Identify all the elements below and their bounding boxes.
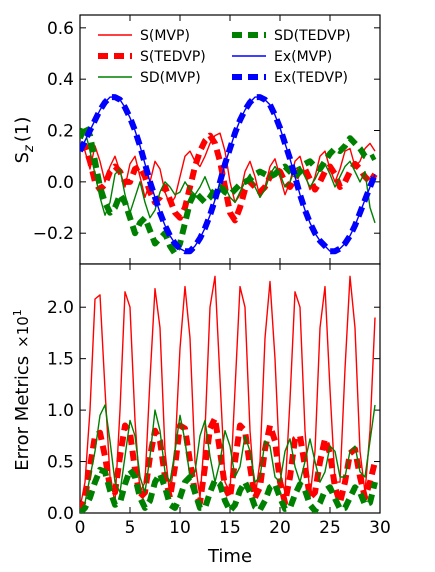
top-ylabel-sub: z — [22, 144, 37, 153]
xtick-label: 5 — [125, 518, 136, 538]
top-axes-frame — [79, 14, 381, 265]
top-ytick-label: −0.2 — [33, 224, 74, 244]
bottom-series-s-tedvp — [80, 415, 378, 512]
legend-label: SD(MVP) — [140, 70, 201, 86]
bottom-ylabel-scale-exp: 1 — [11, 309, 24, 316]
bottom-ytick-label: 2.0 — [47, 298, 74, 318]
bottom-ylabel-main: Error Metrics — [12, 356, 33, 471]
xtick-label: 10 — [169, 518, 191, 538]
bottom-ytick-label: 0.0 — [47, 504, 74, 524]
top-series-s-tedvp — [80, 132, 378, 224]
top-ylabel-main: S — [12, 152, 33, 163]
legend-label: SD(TEDVP) — [274, 28, 351, 44]
x-axis-label: Time — [207, 546, 252, 567]
xtick-label: 0 — [75, 518, 86, 538]
legend-label: Ex(MVP) — [274, 49, 332, 65]
legend-label: S(TEDVP) — [140, 49, 206, 65]
top-ylabel: Sz(1) — [12, 117, 37, 164]
top-ytick-label: 0.0 — [47, 173, 74, 193]
top-ylabel-arg: (1) — [12, 117, 33, 143]
top-series-layer — [80, 94, 378, 257]
bottom-series-sd-tedvp — [80, 466, 378, 513]
top-series-ex-tedvp — [80, 94, 378, 255]
ticks-layer: −0.2 0.0 0.2 0.4 0.6 0.0 0.5 1.0 1.5 2.0 0 5 10 15 20 2… — [33, 15, 391, 538]
top-series-sd-tedvp — [80, 122, 377, 257]
bottom-ytick-label: 1.5 — [47, 350, 74, 370]
legend: S(MVP) SD(TEDVP) S(TEDVP) Ex(MVP) SD(MVP) Ex(… — [98, 28, 351, 86]
top-ytick-label: 0.2 — [47, 122, 74, 142]
legend-label: Ex(TEDVP) — [274, 70, 348, 86]
bottom-ylabel-scale: ×10 — [14, 316, 32, 348]
legend-label: S(MVP) — [140, 28, 190, 44]
xtick-label: 25 — [319, 518, 341, 538]
top-ytick-label: 0.4 — [47, 70, 74, 90]
top-ytick-label: 0.6 — [47, 19, 74, 39]
bottom-ytick-label: 1.0 — [47, 401, 74, 421]
bottom-ylabel: Error Metrics ×101 — [11, 309, 33, 471]
xtick-label: 30 — [369, 518, 391, 538]
bottom-series-sd-mvp — [80, 404, 376, 513]
xtick-label: 15 — [219, 518, 241, 538]
bottom-ytick-label: 0.5 — [47, 453, 74, 473]
bottom-series-layer — [80, 275, 378, 513]
top-series-s-mvp — [80, 132, 376, 206]
xtick-label: 20 — [269, 518, 291, 538]
